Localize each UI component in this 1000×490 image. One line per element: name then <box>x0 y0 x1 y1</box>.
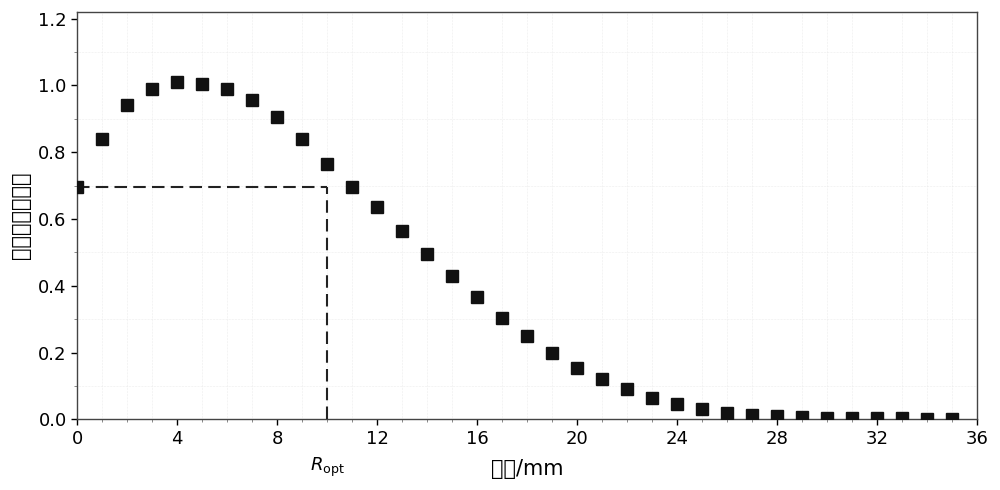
X-axis label: 深度/mm: 深度/mm <box>491 459 564 479</box>
Y-axis label: 吸收剂量相对値: 吸收剂量相对値 <box>11 172 31 259</box>
Text: $R_\mathrm{opt}$: $R_\mathrm{opt}$ <box>310 456 345 479</box>
